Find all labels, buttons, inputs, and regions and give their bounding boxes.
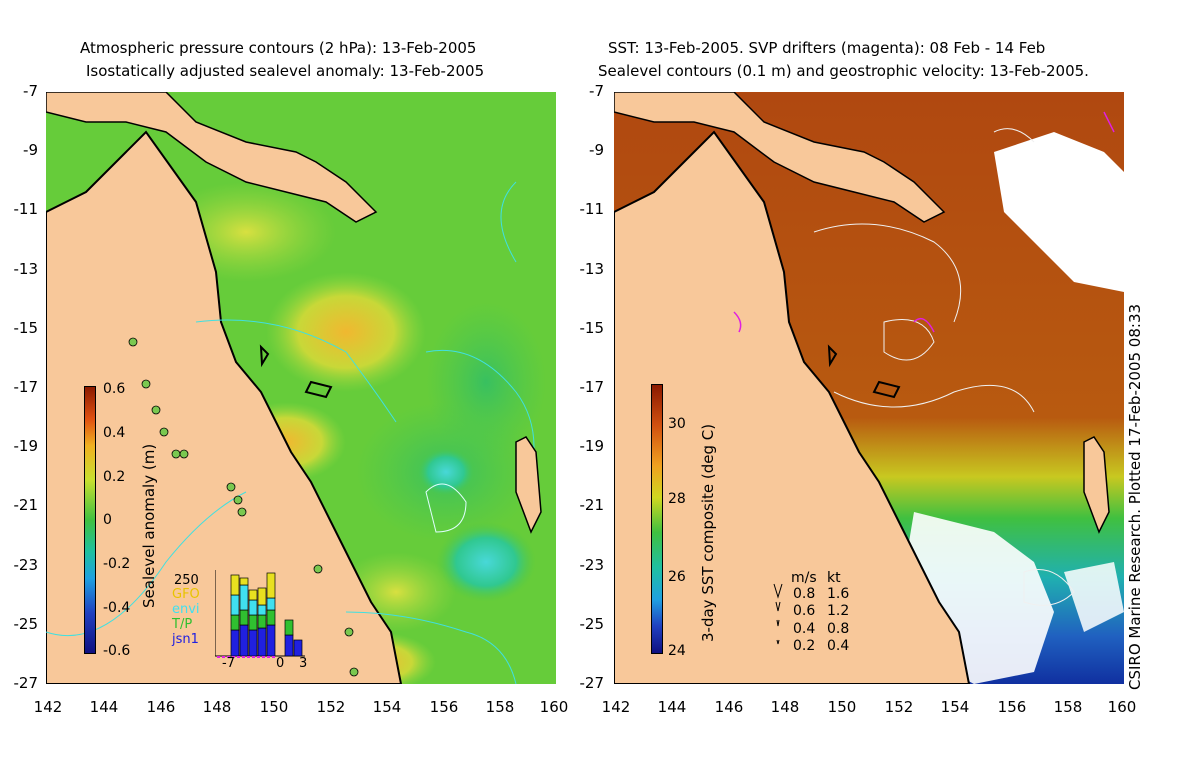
left-xtick-2: 146 bbox=[146, 698, 176, 716]
left-colorbar-label: Sealevel anomaly (m) bbox=[140, 443, 158, 608]
right-png-land bbox=[614, 92, 946, 223]
left-ytick-4: -15 bbox=[13, 319, 39, 337]
left-map bbox=[46, 92, 556, 684]
right-xtick-6: 154 bbox=[940, 698, 970, 716]
right-cb-tick-0: 30 bbox=[668, 416, 686, 432]
left-cb-tick-3: 0 bbox=[103, 512, 112, 528]
right-title-line1: SST: 13-Feb-2005. SVP drifters (magenta)… bbox=[608, 39, 1046, 57]
left-xtick-0: 142 bbox=[33, 698, 63, 716]
right-xtick-4: 150 bbox=[827, 698, 857, 716]
left-title-line2: Isostatically adjusted sealevel anomaly:… bbox=[86, 62, 485, 80]
left-xtick-6: 154 bbox=[372, 698, 402, 716]
velocity-row-2-ms: 0.4 bbox=[793, 621, 816, 637]
right-xtick-7: 156 bbox=[997, 698, 1027, 716]
hist-axis-right: 3 bbox=[299, 656, 308, 671]
left-ytick-8: -23 bbox=[13, 556, 39, 574]
right-title-line2: Sealevel contours (0.1 m) and geostrophi… bbox=[598, 62, 1089, 80]
right-ytick-5: -17 bbox=[579, 378, 605, 396]
right-xtick-0: 142 bbox=[601, 698, 631, 716]
right-ytick-8: -23 bbox=[579, 556, 605, 574]
velocity-header-ms: m/s bbox=[791, 570, 817, 586]
left-xtick-8: 158 bbox=[485, 698, 515, 716]
right-xtick-1: 144 bbox=[657, 698, 687, 716]
left-xtick-5: 152 bbox=[316, 698, 346, 716]
right-ytick-3: -13 bbox=[579, 260, 605, 278]
left-png-land bbox=[46, 92, 378, 223]
left-xtick-3: 148 bbox=[202, 698, 232, 716]
left-ytick-6: -19 bbox=[13, 437, 39, 455]
left-cb-tick-0: 0.6 bbox=[103, 381, 126, 397]
left-cb-tick-6: -0.6 bbox=[103, 643, 131, 659]
hist-axis-mid: 0 bbox=[276, 656, 285, 671]
legend-source-jsn1: jsn1 bbox=[172, 632, 199, 647]
right-ytick-1: -9 bbox=[589, 141, 604, 159]
legend-count: 250 bbox=[174, 573, 199, 588]
velocity-row-0-ms: 0.8 bbox=[793, 586, 816, 602]
right-colorbar bbox=[651, 384, 663, 654]
right-xtick-2: 146 bbox=[714, 698, 744, 716]
credit-text: CSIRO Marine Research. Plotted 17-Feb-20… bbox=[1126, 303, 1144, 690]
left-ytick-0: -7 bbox=[23, 82, 38, 100]
left-cb-tick-5: -0.4 bbox=[103, 600, 131, 616]
left-australia-land bbox=[46, 130, 403, 684]
right-ytick-10: -27 bbox=[579, 674, 605, 692]
right-cb-tick-1: 28 bbox=[668, 491, 686, 507]
right-cb-tick-2: 26 bbox=[668, 569, 686, 585]
right-xtick-9: 160 bbox=[1107, 698, 1137, 716]
left-ytick-3: -13 bbox=[13, 260, 39, 278]
left-xtick-4: 150 bbox=[259, 698, 289, 716]
left-cb-tick-1: 0.4 bbox=[103, 425, 126, 441]
legend-source-envi: envi bbox=[172, 602, 200, 617]
left-ytick-5: -17 bbox=[13, 378, 39, 396]
left-colorbar bbox=[84, 386, 96, 654]
right-ytick-6: -19 bbox=[579, 437, 605, 455]
left-title-line1: Atmospheric pressure contours (2 hPa): 1… bbox=[80, 39, 477, 57]
left-xtick-7: 156 bbox=[429, 698, 459, 716]
right-map bbox=[614, 92, 1124, 684]
right-ytick-0: -7 bbox=[589, 82, 604, 100]
right-xtick-5: 152 bbox=[884, 698, 914, 716]
velocity-row-1-kt: 1.2 bbox=[827, 603, 850, 619]
left-ytick-1: -9 bbox=[23, 141, 38, 159]
velocity-row-1-ms: 0.6 bbox=[793, 603, 816, 619]
left-cb-tick-2: 0.2 bbox=[103, 469, 126, 485]
left-xtick-1: 144 bbox=[89, 698, 119, 716]
altimeter-histogram bbox=[215, 570, 305, 658]
velocity-row-3-kt: 0.4 bbox=[827, 638, 850, 654]
velocity-row-0-kt: 1.6 bbox=[827, 586, 850, 602]
right-ytick-4: -15 bbox=[579, 319, 605, 337]
right-ytick-2: -11 bbox=[579, 200, 605, 218]
left-ytick-9: -25 bbox=[13, 615, 39, 633]
hist-axis-left: -7 bbox=[222, 656, 235, 671]
velocity-row-2-kt: 0.8 bbox=[827, 621, 850, 637]
left-ytick-2: -11 bbox=[13, 200, 39, 218]
right-cb-tick-3: 24 bbox=[668, 643, 686, 659]
right-colorbar-label: 3-day SST composite (deg C) bbox=[699, 423, 717, 642]
left-ytick-7: -21 bbox=[13, 496, 39, 514]
right-xtick-3: 148 bbox=[770, 698, 800, 716]
right-ytick-7: -21 bbox=[579, 496, 605, 514]
right-ytick-9: -25 bbox=[579, 615, 605, 633]
legend-source-tp: T/P bbox=[172, 617, 193, 632]
right-xtick-8: 158 bbox=[1053, 698, 1083, 716]
left-cb-tick-4: -0.2 bbox=[103, 556, 131, 572]
velocity-row-3-ms: 0.2 bbox=[793, 638, 816, 654]
velocity-header-kt: kt bbox=[827, 570, 841, 586]
right-australia-land bbox=[614, 130, 971, 684]
left-xtick-9: 160 bbox=[539, 698, 569, 716]
left-ytick-10: -27 bbox=[13, 674, 39, 692]
legend-source-gfo: GFO bbox=[172, 587, 200, 602]
